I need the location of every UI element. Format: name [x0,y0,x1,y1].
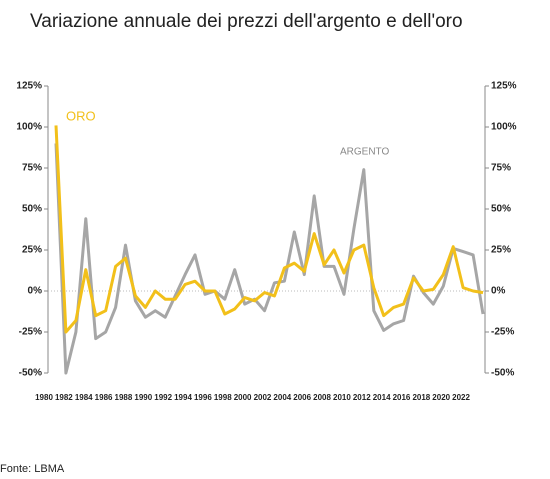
y2-tick-label: 75% [491,163,511,174]
x-tick-label: 2014 [373,393,391,402]
y2-tick-label: 50% [491,204,511,215]
y-tick-label: -50% [19,368,42,379]
y-tick-label: 125% [16,81,42,92]
x-tick-label: 1982 [55,393,73,402]
y2-tick-label: 100% [491,122,517,133]
x-tick-label: 2020 [432,393,450,402]
x-tick-label: 1996 [194,393,212,402]
series-line [54,125,484,334]
x-tick-label: 1990 [134,393,152,402]
source: Fonte: LBMA [0,463,65,475]
y-tick-label: 75% [22,163,42,174]
chart-title: Variazione annuale dei prezzi dell'argen… [30,11,463,32]
series-label: ORO [66,108,96,123]
y2-tick-label: 125% [491,81,517,92]
series-label: ARGENTO [340,147,389,158]
x-tick-label: 1992 [154,393,172,402]
x-tick-label: 2008 [313,393,331,402]
y2-tick-label: 0% [491,286,506,297]
x-tick-label: 1994 [174,393,192,402]
y2-tick-label: 25% [491,245,511,256]
x-tick-label: 1984 [75,393,93,402]
x-tick-label: 2004 [273,393,291,402]
x-tick-label: 2016 [393,393,411,402]
x-tick-label: 2002 [254,393,272,402]
x-tick-label: 1986 [95,393,113,402]
y2-tick-label: -25% [491,327,514,338]
x-tick-label: 2022 [452,393,470,402]
x-tick-label: 2010 [333,393,351,402]
y-tick-label: -25% [19,327,42,338]
series-line [54,143,485,375]
y-tick-label: 0% [28,286,43,297]
x-tick-label: 1980 [35,393,53,402]
y2-tick-label: -50% [491,368,514,379]
x-tick-label: 2018 [412,393,430,402]
x-tick-label: 2012 [353,393,371,402]
x-tick-label: 2000 [234,393,252,402]
y-tick-label: 50% [22,204,42,215]
y-tick-label: 25% [22,245,42,256]
y-tick-label: 100% [16,122,42,133]
x-tick-label: 1998 [214,393,232,402]
x-tick-label: 2006 [293,393,311,402]
x-tick-label: 1988 [115,393,133,402]
